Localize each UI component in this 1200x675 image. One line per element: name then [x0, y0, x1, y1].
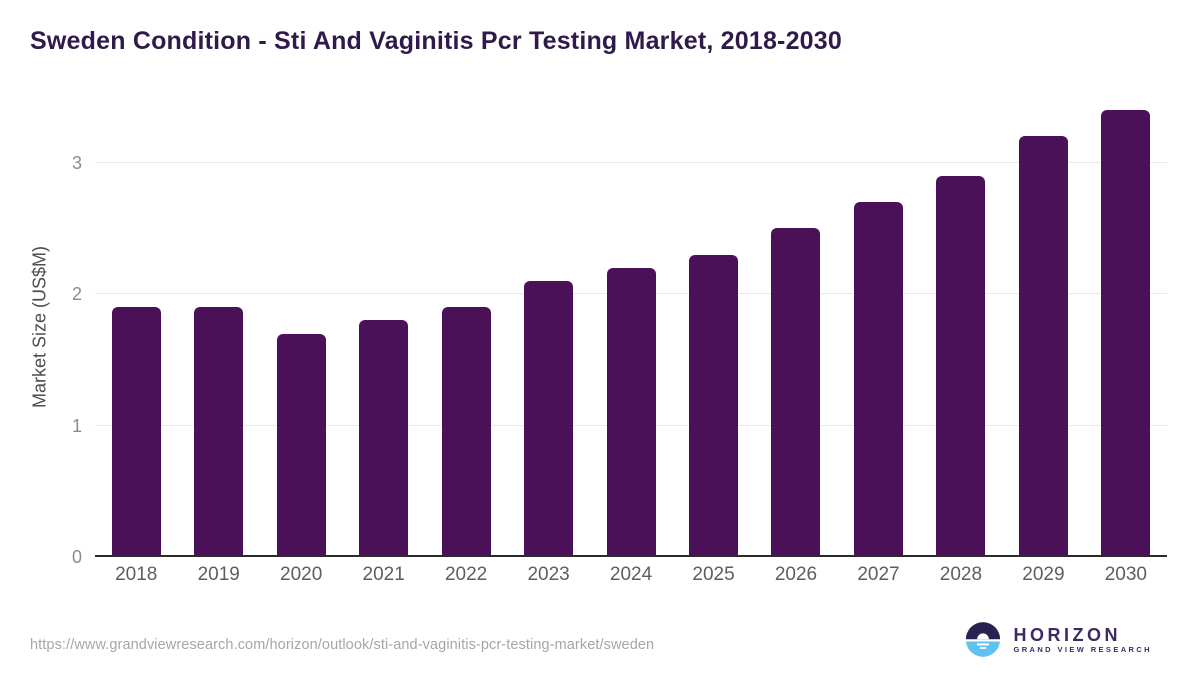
bar-2018 — [111, 307, 161, 557]
bar-2030 — [1101, 110, 1151, 557]
x-tick-label: 2018 — [115, 564, 158, 585]
bar-2025 — [689, 254, 739, 557]
bar-slot — [920, 97, 1002, 557]
bar-2028 — [936, 175, 986, 557]
x-tick-label: 2030 — [1104, 564, 1147, 585]
source-url: https://www.grandviewresearch.com/horizo… — [30, 637, 655, 653]
x-tick-label: 2022 — [444, 564, 488, 585]
bar-slot — [1002, 97, 1084, 557]
x-tick-label: 2020 — [280, 564, 323, 585]
bar-slot — [1085, 97, 1167, 557]
bar-slot — [425, 97, 507, 557]
x-tick-label: 2023 — [527, 564, 570, 585]
gridline — [95, 161, 1167, 163]
x-tick-label: 2021 — [362, 564, 405, 585]
plot-area — [95, 97, 1167, 557]
x-tick-label: 2025 — [692, 564, 735, 585]
bar-2020 — [276, 333, 326, 557]
horizon-logo: HORIZON GRAND VIEW RESEARCH — [964, 621, 1152, 659]
bar-2027 — [853, 202, 903, 557]
bar-slot — [507, 97, 589, 557]
bar-2022 — [441, 307, 491, 557]
bar-2026 — [771, 228, 821, 557]
logo-text-block: HORIZON GRAND VIEW RESEARCH — [1013, 626, 1152, 654]
chart-title: Sweden Condition - Sti And Vaginitis Pcr… — [30, 27, 842, 55]
bar-slot — [755, 97, 837, 557]
x-tick-label: 2029 — [1022, 564, 1065, 585]
y-tick-label: 1 — [71, 415, 82, 436]
bar-2029 — [1018, 136, 1068, 557]
x-tick-label: 2027 — [857, 564, 900, 585]
bars-row — [95, 97, 1167, 557]
bar-slot — [672, 97, 754, 557]
horizon-sun-icon — [966, 622, 1001, 657]
x-axis-line — [95, 555, 1167, 557]
logo-tagline: GRAND VIEW RESEARCH — [1013, 645, 1152, 654]
bar-slot — [177, 97, 259, 557]
bar-slot — [260, 97, 342, 557]
bar-slot — [342, 97, 424, 557]
y-axis-ticks: 0 1 2 3 — [20, 97, 82, 567]
x-tick-label: 2019 — [197, 564, 240, 585]
bar-2019 — [194, 307, 244, 557]
bar-2024 — [606, 267, 656, 557]
bar-slot — [95, 97, 177, 557]
x-axis-ticks: 2018 2019 2020 2021 2022 2023 2024 2025 2026 2027… — [95, 564, 1167, 586]
x-tick-label: 2024 — [609, 564, 653, 585]
bar-2021 — [359, 320, 409, 557]
y-tick-label: 3 — [71, 152, 82, 173]
x-tick-label: 2028 — [939, 564, 983, 585]
bar-slot — [837, 97, 919, 557]
y-tick-label: 2 — [71, 284, 82, 305]
y-tick-label: 0 — [71, 547, 82, 567]
bar-slot — [590, 97, 672, 557]
logo-name: HORIZON — [1013, 625, 1121, 645]
x-tick-label: 2026 — [774, 564, 818, 585]
bar-2023 — [524, 281, 574, 557]
